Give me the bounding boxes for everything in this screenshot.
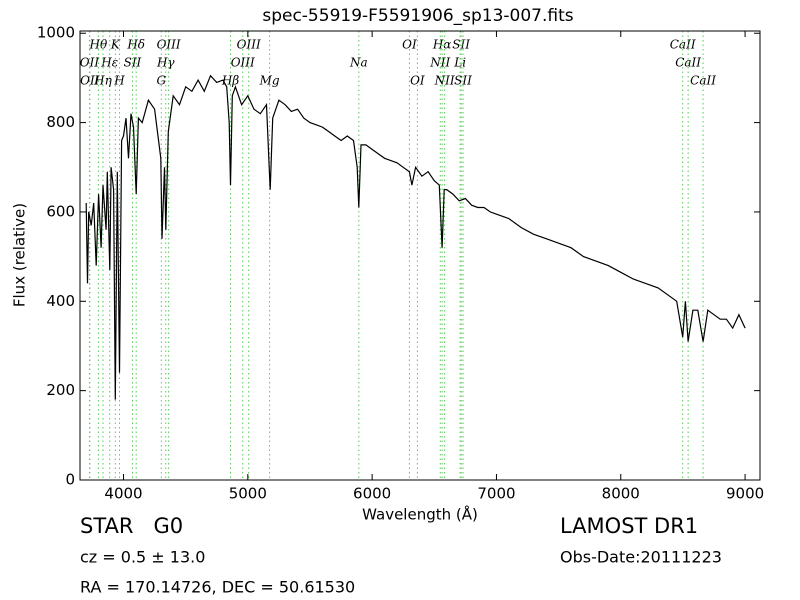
line-label: OI bbox=[410, 74, 425, 88]
spectrum-line bbox=[85, 74, 746, 400]
line-label: CaII bbox=[670, 38, 696, 52]
line-label: CaII bbox=[690, 74, 716, 88]
x-tick-label: 5000 bbox=[229, 485, 267, 503]
chart-title: spec-55919-F5591906_sp13-007.fits bbox=[262, 6, 573, 26]
coordinates: RA = 170.14726, DEC = 50.61530 bbox=[80, 578, 355, 597]
plot-frame bbox=[79, 30, 761, 481]
y-tick-label: 800 bbox=[46, 113, 75, 131]
line-label: OIII bbox=[237, 38, 261, 52]
line-label: OI bbox=[402, 38, 417, 52]
line-label: Mg bbox=[259, 74, 280, 88]
x-tick-label: 6000 bbox=[353, 485, 391, 503]
survey: LAMOST DR1 bbox=[560, 514, 698, 538]
line-label: OIII bbox=[231, 56, 255, 70]
line-label: Hε bbox=[100, 56, 118, 70]
line-label: Hθ bbox=[89, 38, 108, 52]
object-class: STAR G0 bbox=[80, 514, 183, 538]
x-tick-label: 7000 bbox=[477, 485, 515, 503]
line-label: OIII bbox=[157, 38, 181, 52]
y-tick-label: 1000 bbox=[37, 24, 75, 42]
x-tick-label: 8000 bbox=[602, 485, 640, 503]
line-label: Hα bbox=[432, 38, 452, 52]
line-label: SII bbox=[452, 38, 470, 52]
y-axis-label: Flux (relative) bbox=[11, 203, 29, 307]
line-label: Li bbox=[453, 56, 466, 70]
obs-date: Obs-Date:20111223 bbox=[560, 548, 722, 567]
y-tick-label: 400 bbox=[46, 292, 75, 310]
line-label: H bbox=[113, 74, 125, 88]
line-label: SII bbox=[124, 56, 142, 70]
x-axis-label: Wavelength (Å) bbox=[362, 505, 478, 524]
line-label: Hη bbox=[93, 74, 112, 88]
line-label: OII bbox=[80, 74, 100, 88]
line-label: K bbox=[110, 38, 121, 52]
line-label: Hδ bbox=[126, 38, 145, 52]
line-label: SII bbox=[454, 74, 472, 88]
line-label: NII bbox=[434, 74, 455, 88]
line-label: CaII bbox=[675, 56, 701, 70]
x-tick-label: 4000 bbox=[104, 485, 142, 503]
line-label: G bbox=[157, 74, 167, 88]
redshift: cz = 0.5 ± 13.0 bbox=[80, 548, 205, 567]
line-label: Na bbox=[349, 56, 368, 70]
line-label: NII bbox=[429, 56, 450, 70]
x-tick-label: 9000 bbox=[726, 485, 764, 503]
y-tick-label: 600 bbox=[46, 202, 75, 220]
line-label: Hγ bbox=[156, 56, 175, 70]
y-tick-label: 200 bbox=[46, 381, 75, 399]
y-tick-label: 0 bbox=[65, 471, 75, 489]
